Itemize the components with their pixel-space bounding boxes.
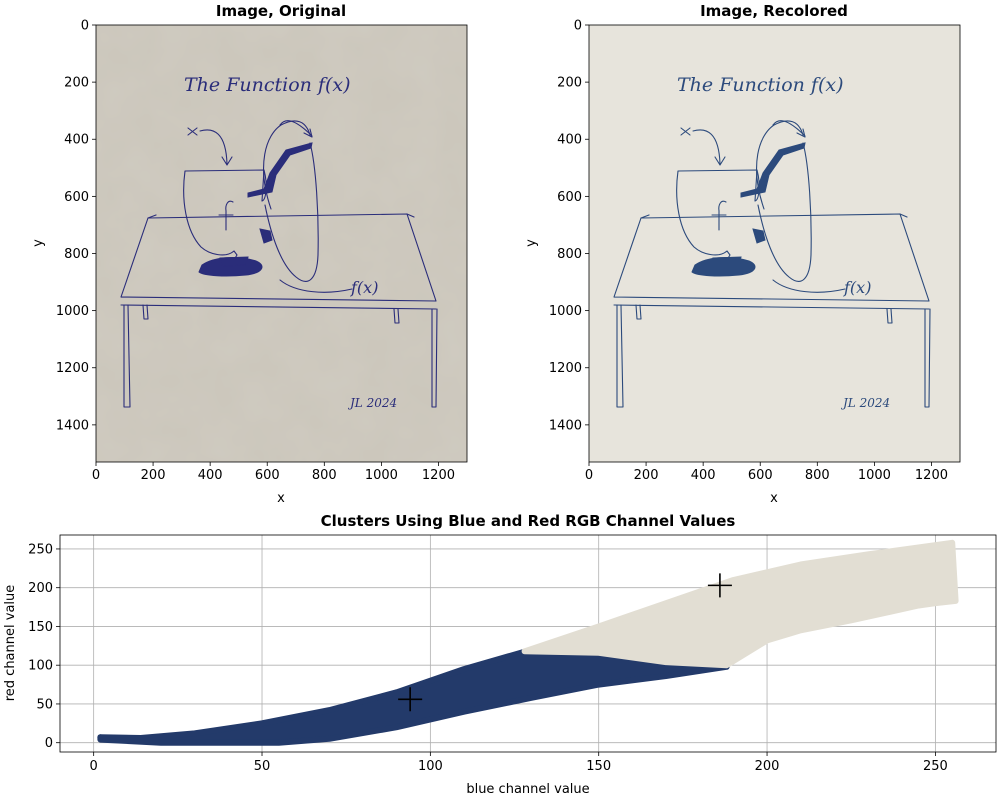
ylabel-original: y [31, 239, 46, 247]
ticks-original: 0 200 400 600 800 1000 1200 0 200 400 600 800 1000 12… [56, 19, 455, 484]
x-tick-label: 400 [691, 468, 716, 483]
cluster-2 [521, 539, 959, 669]
y-tick-label: 50 [36, 697, 53, 712]
x-tick-label: 200 [634, 468, 659, 483]
cluster-1 [97, 646, 730, 746]
cluster-region [521, 539, 959, 669]
x-tick-label: 0 [585, 468, 593, 483]
x-tick-label: 100 [418, 759, 443, 774]
grid-clusters [60, 535, 996, 752]
centroid-marker [398, 687, 423, 712]
y-tick-label: 150 [28, 620, 53, 635]
x-tick-label: 400 [198, 468, 223, 483]
y-tick-label: 400 [64, 133, 89, 148]
y-tick-label: 800 [64, 247, 89, 262]
y-tick-label: 1400 [549, 418, 582, 433]
x-tick-label: 0 [92, 468, 100, 483]
x-tick-label: 1000 [858, 468, 891, 483]
y-tick-label: 200 [557, 76, 582, 91]
xlabel-clusters: blue channel value [466, 782, 589, 797]
y-tick-label: 800 [557, 247, 582, 262]
x-tick-label: 600 [748, 468, 773, 483]
outlier-point [97, 734, 104, 741]
y-tick-label: 1000 [56, 304, 89, 319]
panel-clusters: Clusters Using Blue and Red RGB Channel … [3, 512, 997, 797]
title-recolored: Image, Recolored [700, 2, 848, 20]
ticks-recolored: 0 200 400 600 800 1000 1200 0 200 400 600 800 1000 12… [549, 19, 948, 484]
y-tick-label: 1400 [56, 418, 89, 433]
xlabel-original: x [277, 491, 285, 506]
cluster-layer [97, 539, 959, 746]
panel-recolored: Image, Recolored The Function f(x) f(x) … [524, 2, 961, 506]
x-tick-label: 50 [254, 759, 271, 774]
y-tick-label: 250 [28, 542, 53, 557]
paper-recolored [589, 25, 960, 462]
cluster-region [97, 646, 730, 746]
x-tick-label: 800 [805, 468, 830, 483]
x-tick-label: 600 [255, 468, 280, 483]
panel-original: Image, Original The Function f(x) f(x) J… [31, 2, 468, 506]
y-tick-label: 200 [28, 581, 53, 596]
y-tick-label: 0 [45, 736, 53, 751]
y-tick-label: 100 [28, 659, 53, 674]
sketch-title-original: The Function f(x) [184, 74, 351, 96]
sketch-signature-original: JL 2024 [347, 396, 397, 410]
x-tick-label: 1000 [365, 468, 398, 483]
title-clusters: Clusters Using Blue and Red RGB Channel … [321, 512, 736, 530]
x-tick-label: 250 [923, 759, 948, 774]
sketch-label-fx-recolored: f(x) [843, 278, 871, 297]
y-tick-label: 1200 [56, 361, 89, 376]
sketch-recolored: The Function f(x) f(x) JL 2024 [613, 74, 931, 410]
x-tick-label: 200 [141, 468, 166, 483]
y-tick-label: 600 [557, 190, 582, 205]
x-tick-label: 1200 [915, 468, 948, 483]
x-tick-label: 200 [755, 759, 780, 774]
sketch-label-fx-original: f(x) [350, 278, 378, 297]
x-tick-label: 150 [586, 759, 611, 774]
x-tick-label: 0 [90, 759, 98, 774]
x-tick-label: 1200 [422, 468, 455, 483]
x-tick-label: 800 [312, 468, 337, 483]
y-tick-label: 0 [574, 19, 582, 34]
sketch-original: The Function f(x) f(x) JL 2024 [120, 74, 438, 410]
ylabel-clusters: red channel value [3, 585, 18, 702]
centroid-marker [707, 573, 732, 598]
y-tick-label: 1000 [549, 304, 582, 319]
sketch-signature-recolored: JL 2024 [840, 396, 890, 410]
sketch-title-recolored: The Function f(x) [677, 74, 844, 96]
y-tick-label: 600 [64, 190, 89, 205]
title-original: Image, Original [216, 2, 346, 20]
xlabel-recolored: x [770, 491, 778, 506]
y-tick-label: 0 [81, 19, 89, 34]
ticks-clusters: 0 50 100 150 200 250 0 50 100 150 200 250 [28, 542, 948, 774]
y-tick-label: 400 [557, 133, 582, 148]
y-tick-label: 1200 [549, 361, 582, 376]
ylabel-recolored: y [524, 239, 539, 247]
y-tick-label: 200 [64, 76, 89, 91]
